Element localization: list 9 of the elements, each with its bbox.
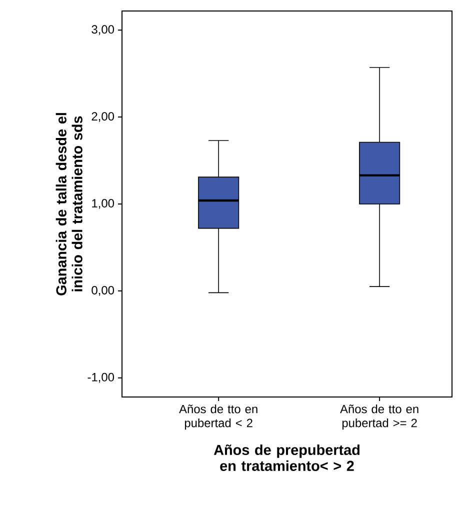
x-axis-title: Años de prepubertad en tratamiento< > 2 bbox=[214, 444, 360, 471]
y-axis-title: Ganancia de talla desde el inicio del tratamiento sds bbox=[56, 113, 82, 296]
y-tick-label: 0,00 bbox=[92, 286, 114, 296]
y-tick-label: 2,00 bbox=[92, 112, 114, 122]
x-tick-label: Años de tto en pubertad < 2 bbox=[179, 404, 258, 430]
x-tick-label: Años de tto en pubertad >= 2 bbox=[340, 404, 418, 430]
y-tick-label: 3,00 bbox=[92, 25, 114, 36]
y-tick-label: 1,00 bbox=[92, 199, 114, 209]
y-tick-label: -1,00 bbox=[88, 372, 114, 383]
